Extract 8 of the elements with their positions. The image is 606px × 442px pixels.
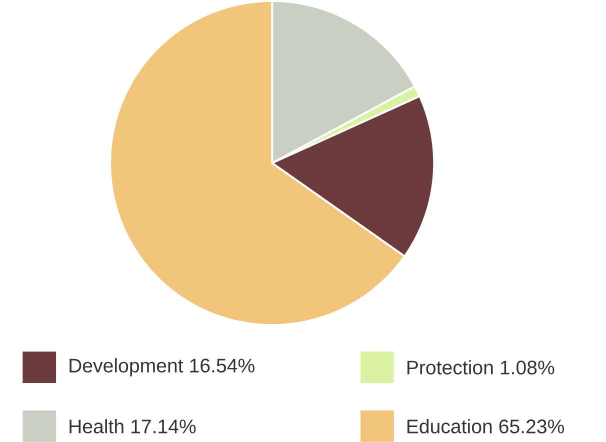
data-label: 1.08% bbox=[500, 360, 554, 374]
legend-label: Development bbox=[70, 358, 184, 376]
legend-label: Education bbox=[407, 419, 492, 434]
legend-label: Protection bbox=[407, 360, 493, 374]
legend-label: Health bbox=[70, 419, 124, 434]
data-label: 17.14% bbox=[132, 420, 196, 434]
data-label: 16.54% bbox=[190, 358, 254, 373]
data-label: 65.23% bbox=[499, 420, 564, 434]
